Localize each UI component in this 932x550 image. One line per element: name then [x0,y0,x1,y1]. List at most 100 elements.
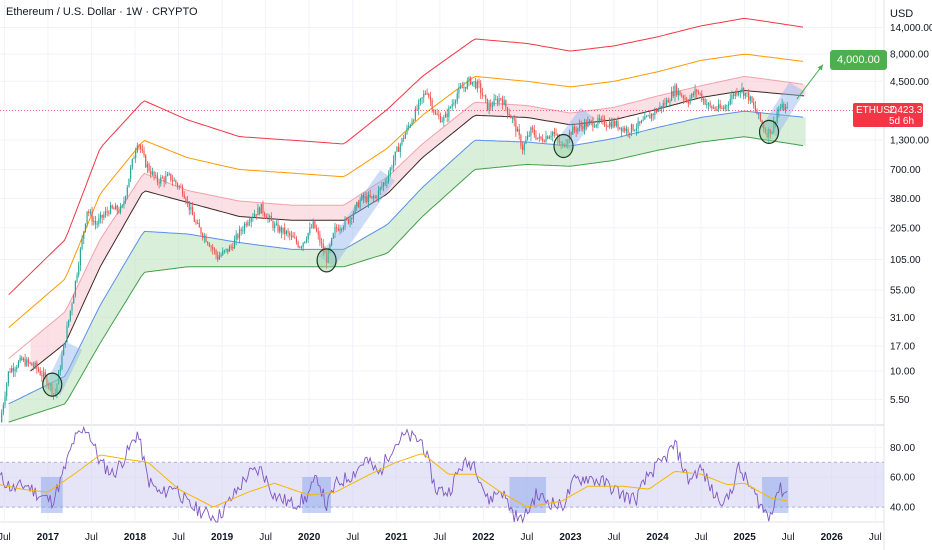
candle-body [382,182,385,187]
candle-body [220,254,222,257]
candle-body [781,104,783,109]
candle-body [513,118,515,121]
time-tick-label: 2021 [385,532,408,543]
time-tick-label: 2022 [472,532,495,543]
candle-body [11,368,13,373]
candle-body [632,124,634,131]
candle-body [655,109,658,112]
candle-body [121,205,123,207]
candle-body [719,104,721,109]
candle-body [689,98,691,104]
candle-body [89,211,92,214]
candle-body [389,168,391,175]
candle-body [421,97,423,99]
candle-body [724,105,726,109]
candle-body [562,143,564,146]
time-tick-label: 2023 [559,532,582,543]
candle-body [4,396,6,405]
candle-body [320,242,323,244]
price-tick-label: 17.00 [890,341,915,352]
candle-body [736,91,738,95]
mean-band-line [30,90,804,372]
candle-body [108,212,110,214]
candle-body [639,121,641,124]
candle-body [208,243,210,247]
candle-body [200,227,202,234]
candle-body [640,120,643,124]
candle-body [114,205,117,210]
candle-body [413,120,415,122]
candle-body [456,93,458,101]
candle-body [175,180,177,184]
candle-body [779,108,782,110]
candle-body [2,404,4,413]
candle-body [54,393,56,395]
candle-body [24,358,26,366]
candle-body [699,92,701,94]
candle-body [667,99,669,103]
candle-body [485,95,487,99]
candle-body [753,102,755,106]
candle-body [44,372,46,377]
currency-label[interactable]: USD [890,8,914,20]
support-circle [316,248,337,273]
candle-body [195,221,197,224]
candle-body [758,113,760,115]
uptrend-channel [319,170,395,267]
candle-body [478,81,480,84]
candle-body [722,108,725,110]
candle-body [428,93,430,97]
candle-body [7,371,9,384]
candle-body [515,120,517,132]
candle-body [59,368,61,372]
candle-body [81,238,83,249]
candle-body [470,77,472,85]
candle-body [252,216,254,219]
candle-body [379,187,381,191]
candle-body [600,118,602,121]
candle-body [761,120,763,125]
candle-body [786,106,788,108]
candle-body [357,202,360,208]
candle-body [592,121,594,128]
target-price-label: 4,000.00 [830,50,887,70]
candle-body [691,93,693,99]
candle-body [654,109,656,116]
candle-body [109,205,112,214]
candle-body [503,100,505,105]
candle-body [707,103,710,105]
candle-body [398,147,400,152]
candle-body [473,81,475,83]
candle-body [622,128,624,132]
candle-body [423,93,425,98]
price-tick-label: 14,000.00 [890,23,932,34]
candle-body [449,107,452,109]
candle-body [625,128,627,132]
candle-body [593,126,596,128]
candle-body [590,120,592,122]
candle-body [733,94,735,97]
candle-body [73,295,75,304]
candle-body [483,95,485,97]
candle-body [567,140,569,144]
candle-body [32,365,35,367]
price-tick-label: 10.00 [890,366,915,377]
candle-body [31,362,33,366]
candle-body [671,91,673,101]
time-tick-label: Jul [346,532,359,543]
candle-body [367,194,370,203]
time-tick-label: Jul [521,532,534,543]
candle-body [315,228,318,232]
candle-body [784,106,787,110]
candle-body [309,227,311,234]
candle-body [27,359,30,363]
candle-body [694,89,696,95]
candle-body [595,124,597,127]
candle-body [98,218,100,224]
candle-body [351,218,353,220]
candle-body [228,246,231,252]
candle-body [609,122,611,127]
candle-body [476,81,478,89]
candle-body [438,114,440,116]
